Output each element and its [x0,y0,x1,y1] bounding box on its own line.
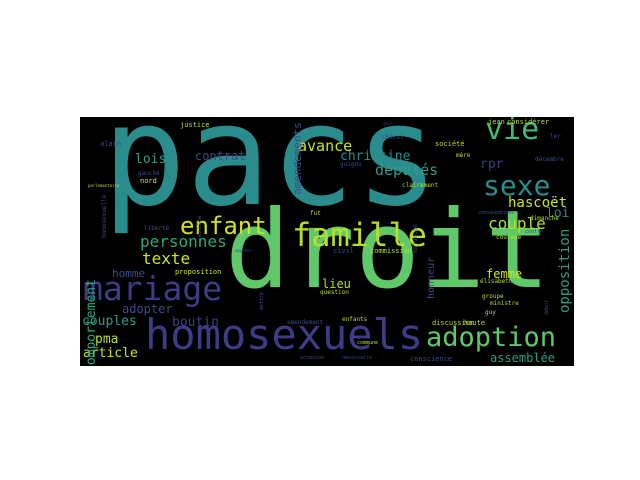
word-haute: haute [464,319,486,327]
word-mettre: mettre [259,291,265,310]
word-occasion: occasion [300,355,325,361]
word-choisi: choisi [382,134,404,141]
word-boutin: boutin [172,315,219,330]
word-conscience: conscience [410,355,453,363]
word-famille: famille [292,216,427,254]
word-pma: pma [95,332,119,347]
word-avance: avance [298,137,353,155]
word-texte: texte [142,249,191,268]
word-adoption: adoption [426,322,557,353]
word-opposer: opposer [235,248,252,253]
word-justice: justice [180,121,210,129]
word-alain: alain [100,140,122,148]
word-decembre: décembre [535,156,564,163]
word-mariage: mariage [83,269,223,308]
word-enfant: enfant [180,212,267,240]
word-enfants: enfants [342,316,368,323]
word-clairement: clairement [402,182,439,189]
word-amendement: amendement [287,319,324,326]
word-contrat: contrat [195,149,246,163]
word-proposition: proposition [175,268,222,276]
word-civil: civil [333,247,355,255]
word-honneur: honneur [426,256,437,299]
word-dimanche: dimanche [530,215,559,222]
word-personnes: personnes [140,232,227,251]
word-opposition: opposition [557,228,573,313]
word-majorite: majorité [412,224,419,253]
word-hascoet: hascoët [508,195,568,211]
word-discussion: discussion [432,319,475,327]
word-lieu: lieu [322,277,351,291]
word-courage: courage [496,234,522,241]
word-question: question [320,289,349,296]
word-nord: nord [140,177,157,185]
word-existe: existe [196,215,203,237]
word-soir: soir [383,121,393,126]
word-ler: ler [550,133,561,140]
word-vie: vie [485,117,540,147]
word-fut: fut [310,210,321,217]
word-amendements: amendements [291,122,304,195]
word-christine: christine [340,149,411,164]
word-debut: début [544,299,550,315]
word-lois: lois [135,152,167,167]
word-adopter: adopter [122,302,173,316]
word-contre: contre [525,229,544,235]
word-article: article [83,346,138,361]
word-commission: commission [370,247,413,255]
word-jean: jean [488,118,505,126]
word-loi: loi [546,206,570,221]
word-ministre: ministre [490,300,519,307]
word-droit: droit [225,188,551,313]
word-parlementaire: parlementaire [88,183,120,188]
word-necessaire: nécessaire [342,355,373,361]
word-commune: commune [357,340,379,346]
word-societe: société [435,140,465,148]
word-mere: mère [456,152,471,159]
word-consequences: conséquences [478,210,515,216]
word-sexe: sexe [483,169,551,202]
word-cloud: pacs droit homosexuels famille mariage e… [80,117,574,366]
word-groupe: groupe [482,293,504,300]
word-guigou: guigou [340,161,362,168]
word-couple: couple [488,214,546,233]
word-elisabeth: élisabeth [480,278,513,285]
word-homme: homme [112,267,146,280]
word-liberte: liberté [144,225,170,232]
word-rpr: rpr [480,157,504,172]
word-assemblee: assemblée [490,351,556,365]
word-comportement: comportement [84,279,99,366]
word-homosexuelle: homosexuelle [101,194,108,238]
word-deputes: députés [375,161,439,179]
word-femme: femme [486,267,523,281]
word-pacs: pacs [102,117,440,238]
word-considerer: considérer [507,118,550,126]
word-guy: guy [485,309,496,316]
word-gauche: gauche [138,170,160,177]
word-couples: couples [82,314,137,329]
word-homosexuels: homosexuels [145,310,424,359]
